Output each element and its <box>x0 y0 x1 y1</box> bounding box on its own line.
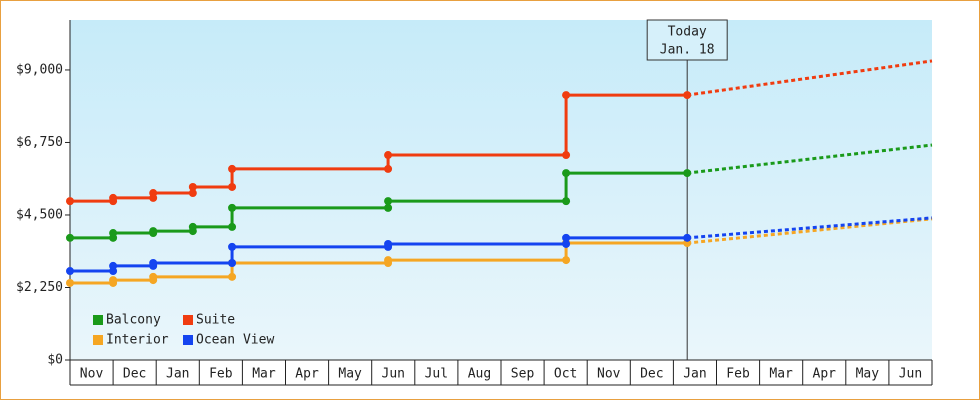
point <box>562 233 571 242</box>
point <box>228 242 237 251</box>
x-tick-label: Jun <box>382 367 405 382</box>
x-tick-label: May <box>856 367 880 382</box>
y-tick-label: $2,250 <box>16 280 63 295</box>
point <box>384 151 393 160</box>
point <box>149 227 158 236</box>
x-tick-label: Apr <box>295 367 319 382</box>
x-tick-label: Sep <box>511 367 535 382</box>
point <box>228 258 237 267</box>
x-tick-label: Apr <box>813 367 837 382</box>
point <box>149 189 158 198</box>
point <box>384 164 393 173</box>
x-tick-label: Feb <box>209 367 233 382</box>
x-tick-label: Nov <box>597 367 621 382</box>
x-tick-label: Jan <box>166 367 189 382</box>
x-tick-label: Jul <box>425 367 448 382</box>
x-tick-label: Jun <box>899 367 922 382</box>
point <box>228 182 237 191</box>
point <box>562 169 571 178</box>
point <box>109 193 118 202</box>
point <box>384 239 393 248</box>
point <box>384 203 393 212</box>
x-tick-label: Oct <box>554 367 577 382</box>
point <box>149 272 158 281</box>
point <box>66 197 74 206</box>
point <box>109 261 118 270</box>
today-label: Today <box>668 25 707 40</box>
point <box>228 164 237 173</box>
x-tick-label: Mar <box>252 367 276 382</box>
legend-label: Ocean View <box>196 333 274 348</box>
point <box>66 233 74 242</box>
y-tick-label: $9,000 <box>16 62 63 77</box>
x-tick-label: Dec <box>640 367 663 382</box>
point <box>109 229 118 238</box>
legend-swatch <box>93 315 103 325</box>
point <box>562 151 571 160</box>
point <box>683 169 692 178</box>
legend-swatch <box>183 315 193 325</box>
point <box>188 189 197 198</box>
y-tick-label: $0 <box>47 353 63 368</box>
plot-area <box>70 20 932 360</box>
point <box>228 272 237 281</box>
point <box>66 278 74 287</box>
series-projection <box>687 143 933 175</box>
x-tick-label: Aug <box>468 367 491 382</box>
y-tick-label: $6,750 <box>16 135 63 150</box>
point <box>562 197 571 206</box>
legend-swatch <box>93 335 103 345</box>
series-projection <box>687 216 933 240</box>
x-tick-label: May <box>338 367 362 382</box>
point <box>562 239 571 248</box>
point <box>188 222 197 231</box>
point <box>188 182 197 191</box>
point <box>683 91 692 100</box>
point <box>109 276 118 285</box>
legend-swatch <box>183 335 193 345</box>
point <box>562 91 571 100</box>
x-tick-label: Jan <box>683 367 706 382</box>
point <box>149 258 158 267</box>
today-date: Jan. 18 <box>660 43 715 58</box>
x-tick-label: Mar <box>769 367 793 382</box>
y-tick-label: $4,500 <box>16 207 63 222</box>
today-box <box>646 19 728 61</box>
point <box>683 233 692 242</box>
point <box>384 256 393 265</box>
point <box>384 197 393 206</box>
point <box>228 222 237 231</box>
series-projection <box>687 217 933 245</box>
series-line <box>70 93 688 203</box>
legend-label: Interior <box>106 333 169 348</box>
point <box>228 203 237 212</box>
series-projection <box>686 59 933 97</box>
point <box>562 256 571 265</box>
x-tick-label: Feb <box>726 367 750 382</box>
series-line <box>70 171 688 240</box>
legend-label: Suite <box>196 313 235 328</box>
legend-label: Balcony <box>106 313 161 328</box>
x-tick-label: Dec <box>123 367 146 382</box>
x-tick-label: Nov <box>80 367 104 382</box>
point <box>66 267 74 276</box>
